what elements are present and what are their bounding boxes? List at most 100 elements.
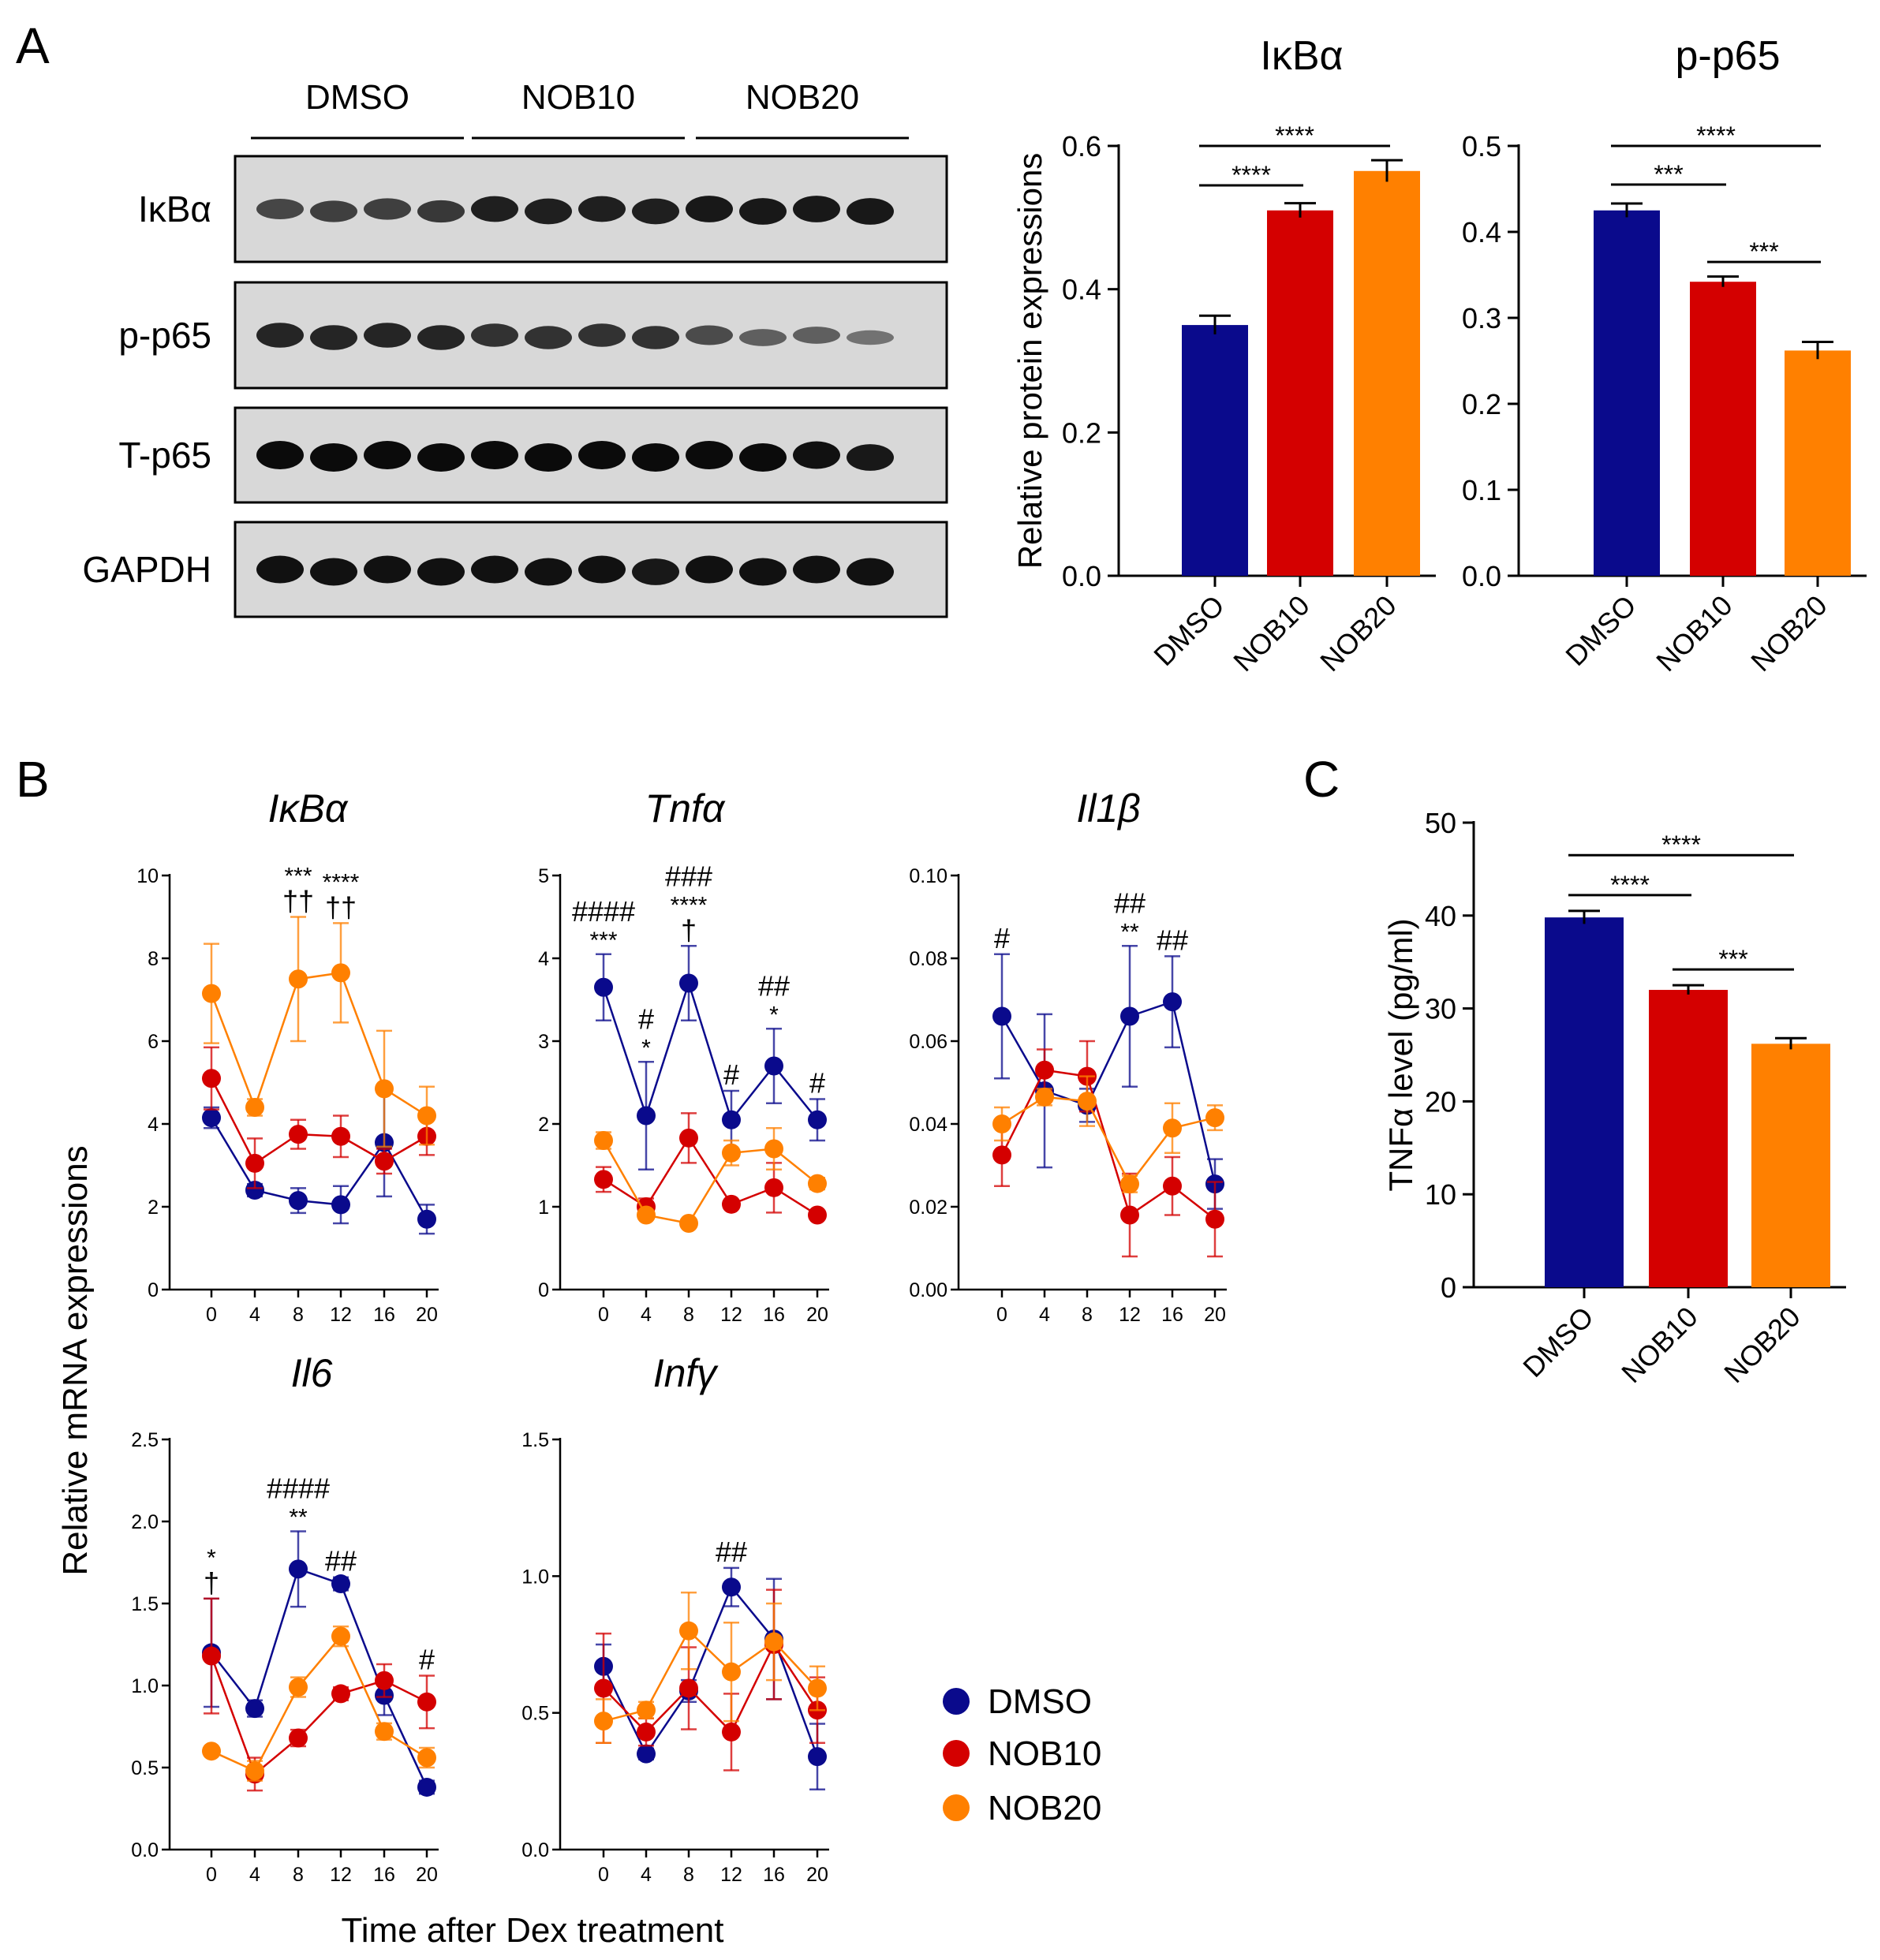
legend: DMSO NOB10 NOB20 xyxy=(943,1682,1101,1827)
data-point-nob20 xyxy=(289,969,308,989)
blot-band-p-p65-4 xyxy=(417,325,465,350)
y-tick-label: 20 xyxy=(1425,1085,1456,1118)
significance-annotation: †† xyxy=(282,885,314,917)
y-tick-label: 0.2 xyxy=(1462,388,1501,420)
blot-band-p-p65-11 xyxy=(793,327,840,344)
y-tick-label: 2 xyxy=(538,1114,549,1136)
significance-annotation: ## xyxy=(1114,887,1146,919)
y-tick-label: 0.04 xyxy=(909,1114,947,1136)
blot-band-gapdh-7 xyxy=(578,555,626,584)
blot-band-t-p65-11 xyxy=(793,441,840,469)
x-tick-label: 12 xyxy=(1119,1304,1141,1326)
significance-annotation: *** xyxy=(589,928,617,954)
series-line-nob10 xyxy=(603,1136,818,1216)
y-tick-label: 0.5 xyxy=(1462,130,1501,162)
significance-label: *** xyxy=(1654,160,1683,189)
blot-band-i-b-11 xyxy=(793,196,840,222)
x-tick-label: 8 xyxy=(1082,1304,1093,1326)
x-tick-label: 4 xyxy=(249,1304,260,1326)
y-tick-label: 5 xyxy=(538,865,549,887)
data-point-nob10 xyxy=(245,1153,264,1173)
series-line-dmso xyxy=(210,1117,428,1220)
y-tick-label: 0 xyxy=(148,1279,159,1301)
significance-annotation: #### xyxy=(267,1472,330,1504)
chart-b-il6-mrna: 0.00.51.01.52.02.50 4 8 12 16 20Il6*†####**##… xyxy=(131,1351,439,1886)
data-point-dmso xyxy=(992,1006,1011,1026)
blot-group-label-dmso: DMSO xyxy=(305,78,409,117)
series-line-dmso xyxy=(211,1567,428,1788)
significance-annotation: ** xyxy=(289,1504,308,1530)
x-tick-label: 16 xyxy=(373,1304,395,1326)
y-tick-label: 6 xyxy=(148,1031,159,1053)
data-point-nob20 xyxy=(1035,1087,1054,1107)
y-tick-label: 4 xyxy=(538,948,549,970)
blot-row-label-p-p65: p-p65 xyxy=(118,315,211,356)
data-point-nob10 xyxy=(375,1152,394,1171)
chart-title: IκBα xyxy=(268,786,349,831)
legend-label-nob20: NOB20 xyxy=(988,1789,1101,1827)
blot-group-label-nob10: NOB10 xyxy=(521,78,635,117)
x-tick-label-dmso: DMSO xyxy=(1516,1301,1599,1383)
series-line-nob20 xyxy=(1001,1096,1216,1186)
significance-annotation: † xyxy=(681,913,697,946)
western-blot: DMSO NOB10 NOB20 IκBα p-p65 T-p65 GAPDH xyxy=(82,78,948,618)
y-tick-label: 0.5 xyxy=(131,1757,159,1779)
y-tick-label: 1.0 xyxy=(521,1566,549,1588)
b-x-axis-label: Time after Dex treatment xyxy=(342,1911,724,1950)
data-point-nob20 xyxy=(764,1632,783,1652)
data-point-dmso xyxy=(722,1110,741,1129)
chart-title: Infγ xyxy=(653,1351,719,1395)
x-tick-label: 20 xyxy=(1204,1304,1226,1326)
data-point-dmso xyxy=(679,973,698,993)
series-line-nob20 xyxy=(602,1140,818,1225)
data-point-nob10 xyxy=(331,1126,350,1146)
blot-band-t-p65-6 xyxy=(525,443,572,472)
significance-label: *** xyxy=(1718,945,1747,973)
significance-annotation: ** xyxy=(1120,919,1139,945)
data-point-dmso xyxy=(808,1747,827,1767)
x-tick-label: 0 xyxy=(206,1864,217,1886)
data-point-dmso xyxy=(594,977,613,997)
series-line-dmso xyxy=(1000,1000,1217,1185)
data-point-nob20 xyxy=(1078,1092,1097,1111)
x-tick-label: 16 xyxy=(373,1864,395,1886)
y-axis-label: TNFα level (pg/ml) xyxy=(1382,918,1419,1191)
y-tick-label: 50 xyxy=(1425,807,1456,839)
chart-a-ikba-protein: 0.0 0.2 0.4 0.6 IκBα Relative protein express… xyxy=(1011,33,1436,678)
blot-band-gapdh-3 xyxy=(364,555,411,584)
series-line-nob20 xyxy=(603,1629,818,1723)
data-point-nob10 xyxy=(289,1728,308,1748)
blot-band-gapdh-10 xyxy=(739,558,787,586)
series-line-dmso xyxy=(602,1585,819,1757)
bar-nob20 xyxy=(1785,350,1851,576)
series-line-nob20 xyxy=(211,1634,428,1772)
data-point-nob10 xyxy=(679,1678,698,1698)
y-tick-label: 0.6 xyxy=(1062,130,1101,162)
blot-band-gapdh-9 xyxy=(686,555,733,584)
data-point-dmso xyxy=(764,1056,783,1076)
x-tick-label-nob20: NOB20 xyxy=(1717,1301,1806,1389)
data-point-nob10 xyxy=(289,1125,308,1144)
y-tick-label: 2.5 xyxy=(131,1429,159,1451)
data-point-nob10 xyxy=(375,1671,394,1690)
chart-title: Il1β xyxy=(1076,786,1140,831)
legend-label-nob10: NOB10 xyxy=(988,1734,1101,1773)
data-point-nob20 xyxy=(679,1214,698,1233)
blot-band-gapdh-5 xyxy=(471,555,518,584)
blot-band-i-b-9 xyxy=(686,196,733,222)
x-tick-label: 12 xyxy=(720,1304,742,1326)
y-tick-label: 40 xyxy=(1425,900,1456,932)
data-point-dmso xyxy=(808,1110,827,1129)
data-point-dmso xyxy=(289,1559,308,1579)
blot-band-gapdh-12 xyxy=(847,558,894,586)
data-point-nob10 xyxy=(594,1678,613,1698)
x-tick-label: 12 xyxy=(720,1864,742,1886)
legend-label-dmso: DMSO xyxy=(988,1682,1092,1721)
chart-b-infg-mrna: 0.0 0.5 1.0 1.5 0 4 8 12 16 20 Infγ ## xyxy=(521,1351,829,1886)
data-point-dmso xyxy=(417,1209,436,1229)
x-tick-label-dmso: DMSO xyxy=(1147,589,1230,672)
data-point-dmso xyxy=(1163,992,1182,1012)
blot-band-gapdh-4 xyxy=(417,558,465,586)
